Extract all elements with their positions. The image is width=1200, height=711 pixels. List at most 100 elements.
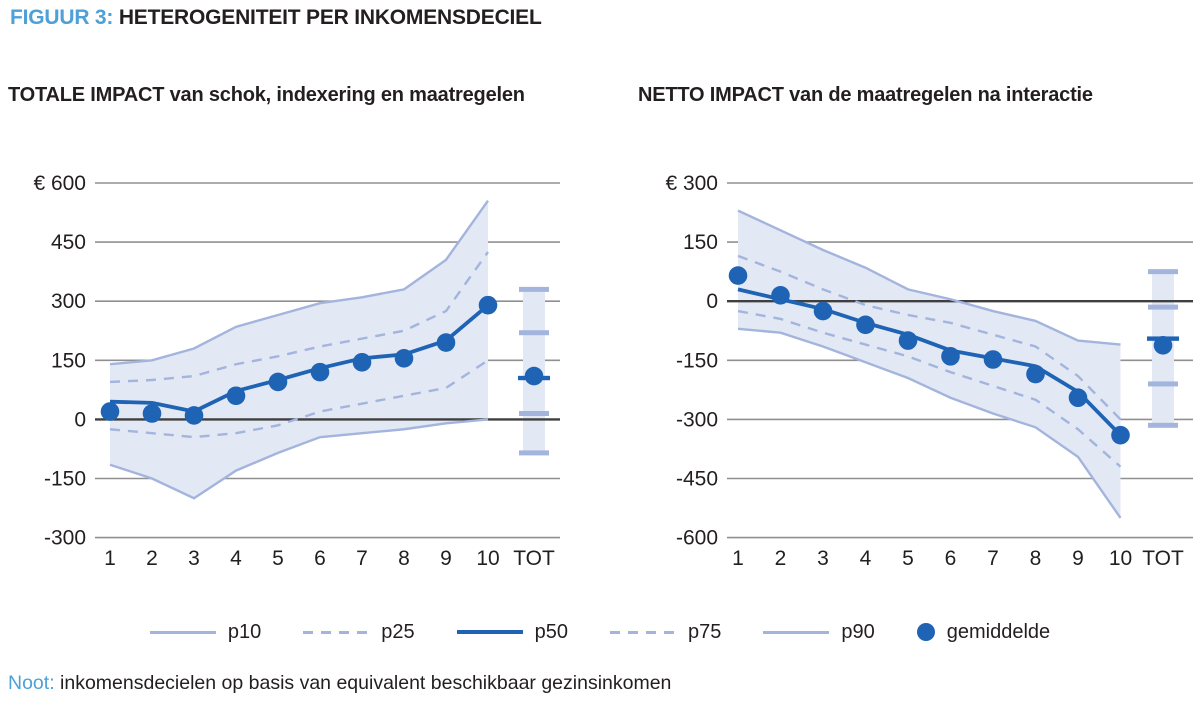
gemiddelde-dot bbox=[268, 372, 288, 392]
y-axis-tick-label: € 300 bbox=[665, 172, 718, 195]
x-axis-tick-label: TOT bbox=[1142, 547, 1184, 570]
gemiddelde-dot bbox=[184, 406, 204, 425]
x-axis-tick-label: 1 bbox=[732, 547, 744, 570]
tot-percentile-tick bbox=[1148, 422, 1178, 428]
p10-line bbox=[737, 327, 1122, 519]
gemiddelde-dot bbox=[1111, 425, 1130, 445]
gemiddelde-dot bbox=[142, 404, 162, 423]
y-axis-tick-label: -150 bbox=[676, 349, 718, 372]
y-axis-tick-label: -450 bbox=[676, 468, 718, 491]
legend-item-gemiddelde: gemiddelde bbox=[916, 620, 1051, 644]
gemiddelde-dot bbox=[1026, 364, 1045, 384]
p25-line bbox=[737, 309, 1122, 468]
x-axis-tick-label: TOT bbox=[513, 547, 555, 570]
p25-line bbox=[109, 359, 489, 439]
tot-gemiddelde-dot bbox=[1153, 336, 1173, 355]
legend-item-p90: p90 bbox=[763, 620, 875, 644]
legend-label-p50: p50 bbox=[534, 620, 568, 643]
x-axis-tick-label: 7 bbox=[356, 547, 368, 570]
netto-impact-chart: € 300 150 0 -150 -300 -450 -600 1 2 3 4 5 6 7 8 9 10 TOT bbox=[665, 172, 1193, 570]
tot-gemiddelde-dot bbox=[524, 366, 544, 386]
x-axis-tick-label: 8 bbox=[1030, 547, 1042, 570]
gemiddelde-dot bbox=[352, 352, 372, 372]
p10-line-sample bbox=[149, 630, 216, 634]
x-axis-tick-label: 4 bbox=[860, 547, 872, 570]
p90-line bbox=[737, 209, 1121, 346]
gemiddelde-dot-sample bbox=[916, 623, 935, 641]
x-axis-tick-label: 10 bbox=[1109, 547, 1132, 570]
x-axis-tick-label: 8 bbox=[398, 547, 410, 570]
p75-dashed-line-sample bbox=[609, 630, 676, 634]
gemiddelde-dot bbox=[771, 285, 790, 305]
chart-legend: p10 p25 p50 p75 p90 gemiddelde bbox=[0, 610, 1200, 654]
p10-line bbox=[109, 418, 489, 500]
y-axis-tick-label: 0 bbox=[74, 408, 86, 431]
y-axis-tick-label: 300 bbox=[51, 290, 86, 313]
tot-percentile-tick bbox=[519, 410, 549, 416]
tot-percentile-tick bbox=[1148, 304, 1178, 310]
figure-title: HETEROGENITEIT PER INKOMENSDECIEL bbox=[118, 6, 542, 29]
gemiddelde-dot bbox=[310, 362, 330, 382]
gemiddelde-dot bbox=[728, 266, 748, 285]
x-axis-tick-label: 6 bbox=[314, 547, 326, 570]
p90-line bbox=[109, 200, 489, 366]
x-axis-tick-label: 9 bbox=[1072, 547, 1084, 570]
y-axis-tick-label: 150 bbox=[51, 349, 86, 372]
x-axis-tick-label: 3 bbox=[188, 547, 200, 570]
tot-percentile-tick bbox=[1148, 381, 1178, 387]
y-axis-tick-label: € 600 bbox=[33, 172, 86, 195]
right-panel-title: NETTO IMPACT van de maatregelen na inter… bbox=[638, 84, 1093, 106]
legend-label-p25: p25 bbox=[381, 620, 415, 643]
legend-label-p90: p90 bbox=[841, 620, 875, 643]
gemiddelde-dot bbox=[226, 386, 246, 406]
gemiddelde-dot bbox=[941, 347, 960, 366]
tot-percentile-tick bbox=[1148, 269, 1178, 275]
legend-label-p10: p10 bbox=[227, 620, 262, 643]
left-panel-title: TOTALE IMPACT van schok, indexering en m… bbox=[8, 84, 525, 106]
y-axis-tick-label: 0 bbox=[706, 290, 718, 313]
note-prefix: Noot: bbox=[8, 672, 55, 694]
x-axis-tick-label: 2 bbox=[775, 547, 787, 570]
p25-dashed-line-sample bbox=[303, 630, 370, 634]
p50-line-sample bbox=[456, 630, 523, 634]
figure-number-label: FIGUUR 3: bbox=[10, 6, 114, 29]
tot-percentile-tick bbox=[519, 330, 549, 336]
p90-line-sample bbox=[763, 630, 830, 634]
p75-line bbox=[737, 254, 1122, 421]
y-axis-tick-label: 150 bbox=[683, 231, 718, 254]
gemiddelde-dot bbox=[898, 331, 918, 350]
x-axis-tick-label: 5 bbox=[902, 547, 914, 570]
x-axis-tick-label: 9 bbox=[440, 547, 452, 570]
y-axis-tick-label: -300 bbox=[676, 408, 718, 431]
legend-label-gemiddelde: gemiddelde bbox=[946, 620, 1051, 643]
y-axis-tick-label: -600 bbox=[676, 527, 718, 550]
gemiddelde-dot bbox=[813, 301, 833, 321]
p50-line bbox=[109, 303, 490, 414]
figure-header: FIGUUR 3: HETEROGENITEIT PER INKOMENSDEC… bbox=[10, 6, 542, 30]
gemiddelde-dot bbox=[856, 315, 875, 335]
gemiddelde-dot bbox=[1068, 388, 1088, 408]
tot-percentile-tick bbox=[519, 286, 549, 292]
p75-line bbox=[109, 251, 489, 384]
p10-p90-band bbox=[110, 200, 488, 499]
x-axis-tick-label: 3 bbox=[817, 547, 829, 570]
legend-item-p25: p25 bbox=[303, 620, 415, 644]
figure-note: Noot: inkomensdecielen op basis van equi… bbox=[8, 672, 671, 695]
y-axis-tick-label: 450 bbox=[51, 231, 86, 254]
gemiddelde-dot bbox=[478, 295, 498, 315]
legend-item-p75: p75 bbox=[609, 620, 722, 644]
x-axis-tick-label: 7 bbox=[987, 547, 999, 570]
x-axis-tick-label: 6 bbox=[945, 547, 957, 570]
legend-item-p50: p50 bbox=[456, 620, 568, 644]
note-text: inkomensdecielen op basis van equivalent… bbox=[60, 672, 672, 694]
legend-item-p10: p10 bbox=[149, 620, 262, 644]
x-axis-tick-label: 2 bbox=[146, 547, 158, 570]
gemiddelde-dot bbox=[100, 402, 120, 421]
gemiddelde-dot bbox=[983, 350, 1003, 369]
legend-label-p75: p75 bbox=[687, 620, 722, 643]
x-axis-tick-label: 5 bbox=[272, 547, 284, 570]
gemiddelde-dot bbox=[394, 349, 414, 368]
y-axis-tick-label: -150 bbox=[44, 468, 86, 491]
gemiddelde-dot bbox=[436, 333, 456, 352]
